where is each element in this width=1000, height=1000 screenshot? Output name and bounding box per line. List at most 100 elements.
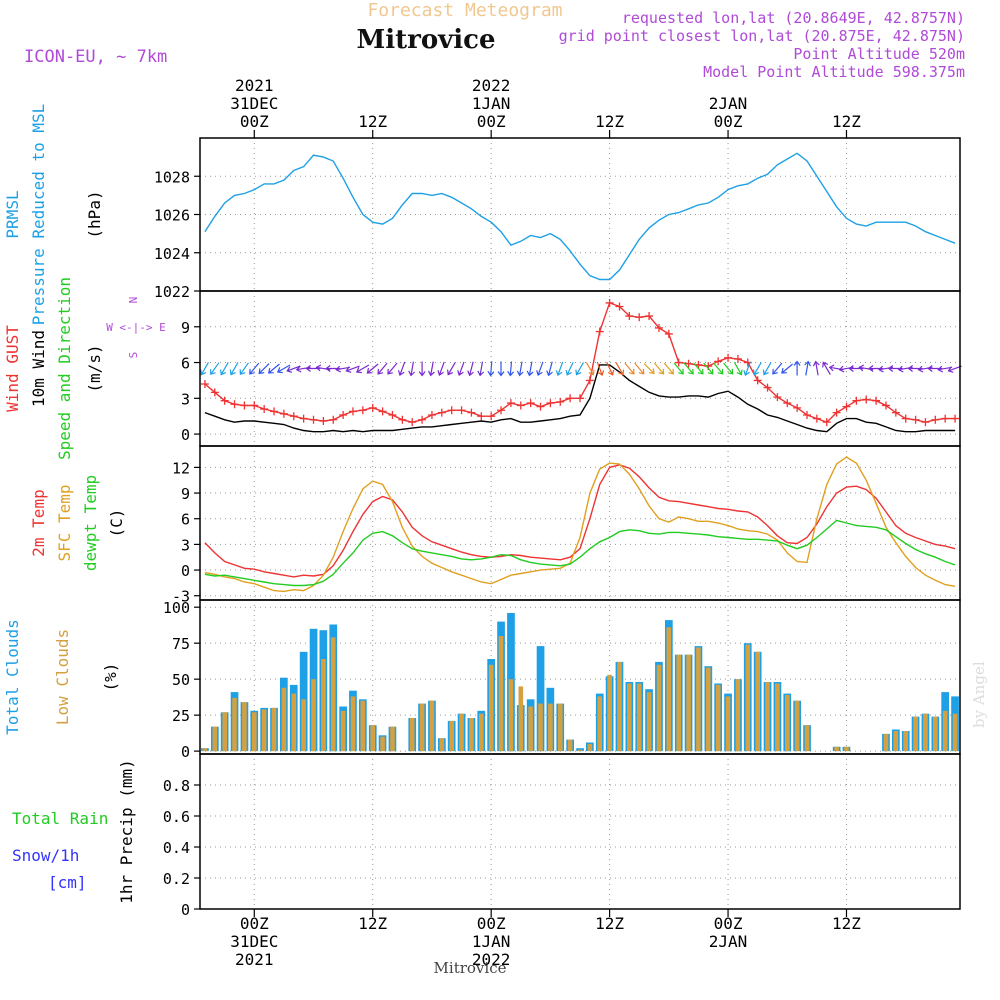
low-cloud-bar — [646, 692, 652, 752]
low-cloud-bar — [528, 706, 533, 752]
low-cloud-bar — [923, 713, 928, 752]
gust-point — [842, 402, 851, 411]
low-cloud-bar — [666, 627, 672, 752]
wind-direction-arrow — [606, 361, 615, 376]
wind-direction-arrow — [663, 362, 674, 375]
wind-direction-arrow — [793, 360, 801, 376]
wind-direction-arrow — [762, 362, 772, 376]
gust-point — [309, 415, 318, 424]
wind-direction-arrow — [427, 361, 435, 377]
low-cloud-bar — [508, 679, 514, 752]
gust-point — [516, 401, 525, 410]
grid-point-coords: grid point closest lon,lat (20.875E, 42.… — [559, 27, 965, 45]
total-cloud-bar — [576, 748, 584, 752]
gust-point — [299, 414, 308, 423]
series-dewpt-temp-line — [204, 519, 956, 587]
low-cloud-bar — [725, 696, 731, 752]
gust-point — [921, 418, 930, 427]
panel-clouds: 0 25 50 75 100 Total Clouds Low Clouds (%) — [3, 599, 961, 761]
gust-point — [783, 399, 792, 408]
wind-direction-arrow — [822, 361, 831, 375]
low-cloud-bar — [765, 682, 770, 752]
low-cloud-bar — [834, 746, 839, 752]
low-cloud-bar — [281, 687, 287, 752]
bottom-time-label: 00Z — [240, 914, 269, 933]
low-cloud-bar — [350, 696, 356, 752]
gust-point — [891, 408, 900, 417]
wind-direction-arrow — [497, 361, 505, 377]
y-tick-label: 0.8 — [163, 777, 190, 795]
wind-direction-arrow — [585, 362, 595, 376]
low-cloud-bar — [567, 739, 573, 752]
gust-point — [220, 396, 229, 405]
low-cloud-bar — [785, 695, 790, 752]
wind-direction-arrow — [615, 362, 625, 376]
low-cloud-bar — [883, 733, 889, 752]
wind-direction-arrow — [397, 361, 406, 377]
gust-point — [733, 354, 742, 363]
top-time-label: 00Z — [477, 112, 506, 131]
y-axis-unit: (%) — [101, 663, 120, 692]
wind-direction-arrow — [210, 362, 220, 376]
wind-direction-arrow — [555, 361, 564, 377]
low-cloud-bar — [360, 700, 366, 752]
low-cloud-bar — [913, 716, 918, 752]
top-time-label: 12Z — [832, 112, 861, 131]
gust-point — [635, 313, 644, 322]
y-tick-label: 0.4 — [163, 839, 190, 857]
y-tick-label: 100 — [163, 599, 190, 617]
gust-point — [645, 312, 654, 321]
low-cloud-bar — [627, 683, 632, 752]
series-10m-wind-line — [204, 364, 956, 433]
gust-point — [941, 414, 950, 423]
low-cloud-bar — [794, 700, 800, 752]
wind-direction-arrow — [673, 362, 684, 375]
gust-point — [763, 383, 772, 392]
gust-point — [210, 388, 219, 397]
low-cloud-bar — [676, 654, 681, 752]
bottom-time-label: 00Z — [477, 914, 506, 933]
gust-point — [497, 406, 506, 415]
y-tick-label: 0 — [181, 901, 190, 919]
gust-point — [418, 415, 427, 424]
low-cloud-bar — [469, 718, 474, 752]
gust-point — [408, 418, 417, 427]
y-tick-label: 1028 — [154, 168, 190, 186]
gust-point — [664, 329, 673, 338]
y-tick-label: 12 — [172, 459, 190, 477]
gust-point — [595, 327, 604, 336]
gust-point — [467, 408, 476, 417]
wind-direction-arrow — [286, 365, 301, 373]
low-cloud-bar — [488, 664, 494, 752]
gust-point — [615, 302, 624, 311]
wind-direction-arrow — [723, 362, 734, 375]
gust-point — [447, 406, 456, 415]
wind-direction-arrow — [507, 361, 515, 377]
gust-point — [931, 415, 940, 424]
wind-direction-arrow — [387, 362, 398, 375]
y-axis-label: 10m Wind — [29, 330, 48, 407]
low-cloud-bar — [330, 637, 336, 752]
low-cloud-bar — [538, 703, 543, 752]
low-cloud-bar — [656, 664, 662, 752]
low-cloud-bar — [933, 716, 938, 752]
y-axis-unit: (hPa) — [85, 190, 104, 238]
panel-frame — [199, 753, 961, 910]
gust-point — [556, 397, 565, 406]
gust-point — [684, 359, 693, 368]
wind-direction-arrow — [937, 365, 953, 373]
gust-point — [654, 323, 663, 332]
y-axis-label: Speed and Direction — [55, 277, 74, 460]
top-time-label: 00Z — [714, 112, 743, 131]
total-cloud-bar — [536, 646, 545, 752]
gust-point — [388, 411, 397, 419]
model-label: ICON-EU, ~ 7km — [24, 47, 167, 67]
low-cloud-bar — [380, 736, 385, 752]
series-2m-temp-line — [204, 464, 956, 578]
low-cloud-bar — [597, 696, 602, 752]
y-tick-label: 3 — [181, 536, 190, 554]
header: Forecast Meteogram Mitrovice ICON-EU, ~ … — [24, 0, 988, 977]
low-cloud-bar — [518, 686, 524, 752]
wind-direction-arrow — [447, 362, 456, 376]
y-tick-label: 1026 — [154, 207, 190, 225]
